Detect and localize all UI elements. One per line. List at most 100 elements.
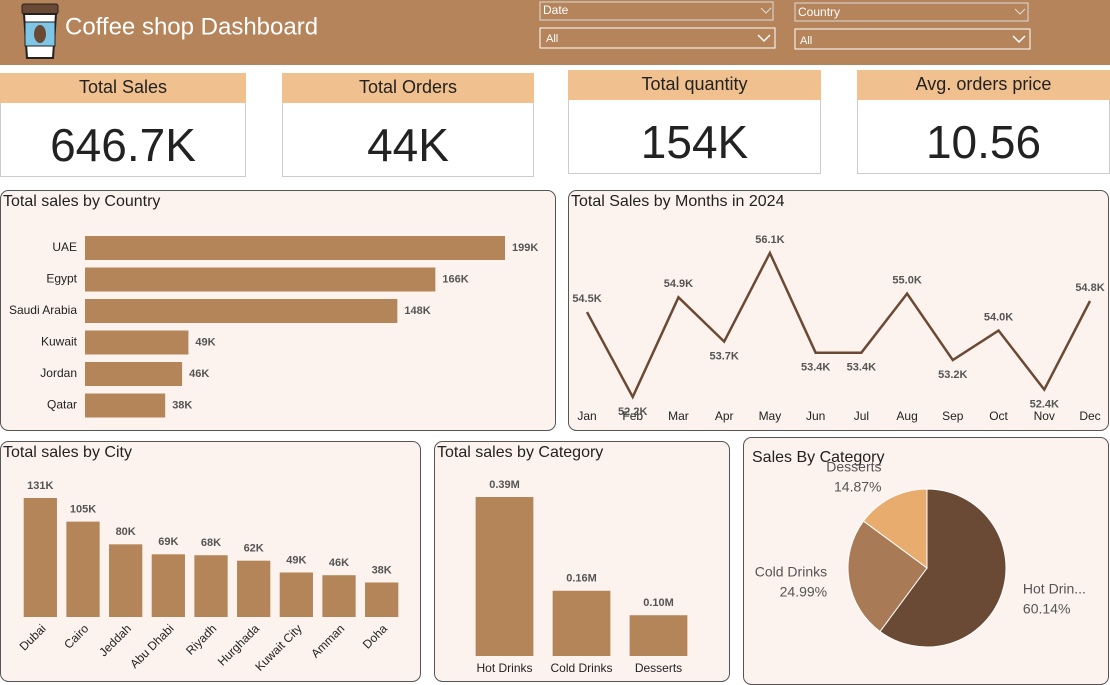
bar xyxy=(279,572,313,617)
bar xyxy=(237,560,271,617)
chart-title: Total Sales by Months in 2024 xyxy=(571,193,785,210)
value-label: 69K xyxy=(158,536,178,548)
filter-value: All xyxy=(546,33,558,45)
value-label: 49K xyxy=(195,336,215,348)
value-label: 0.39M xyxy=(489,479,520,491)
x-tick-label: Jun xyxy=(806,409,825,423)
chart-title: Total sales by Country xyxy=(3,193,160,210)
value-label: 131K xyxy=(27,480,53,492)
category-label: Hot Drinks xyxy=(476,661,532,675)
x-tick-label: Nov xyxy=(1034,409,1055,423)
value-label: 148K xyxy=(404,305,430,317)
bar xyxy=(85,330,189,355)
value-label: 53.2K xyxy=(938,369,967,381)
bar xyxy=(85,236,505,260)
value-label: 46K xyxy=(189,368,209,380)
date-filter[interactable]: Date All xyxy=(539,1,776,49)
kpi-value: 44K xyxy=(367,119,449,171)
filter-select[interactable] xyxy=(539,27,776,49)
category-label: Egypt xyxy=(46,272,77,286)
x-tick-label: Jul xyxy=(854,409,869,423)
pie-slice xyxy=(847,520,928,633)
kpi-label: Avg. orders price xyxy=(916,74,1052,94)
x-tick-label: Aug xyxy=(896,409,917,423)
slice-label: Desserts xyxy=(826,459,881,475)
chevron xyxy=(1012,35,1026,44)
value-label: 166K xyxy=(442,273,468,285)
bar xyxy=(85,299,398,323)
chevron xyxy=(757,34,771,43)
slice-value: 24.99% xyxy=(780,584,827,600)
chart-title: Sales By Category xyxy=(752,449,885,466)
bar xyxy=(109,544,143,617)
chevron xyxy=(1014,8,1026,15)
value-label: 0.10M xyxy=(643,597,674,609)
line xyxy=(585,250,1092,400)
pie-slice xyxy=(879,488,1007,648)
category-label: Kuwait xyxy=(41,335,78,349)
bar xyxy=(365,582,399,617)
value-label: 199K xyxy=(512,242,538,254)
kpi-header xyxy=(568,70,821,100)
country-filter[interactable]: Country All xyxy=(794,2,1031,50)
chart-title: Total sales by City xyxy=(3,444,132,461)
chart-panel xyxy=(568,190,1109,431)
bar xyxy=(85,393,166,418)
value-label: 55.0K xyxy=(892,275,921,287)
kpi-label: Total Sales xyxy=(79,77,167,97)
kpi-label: Total Orders xyxy=(359,77,457,97)
value-label: 53.4K xyxy=(801,362,830,374)
value-label: 54.8K xyxy=(1075,282,1104,294)
category-label: UAE xyxy=(52,240,77,254)
bar xyxy=(85,267,436,292)
x-tick-label: Sep xyxy=(942,409,964,423)
x-tick-label: May xyxy=(759,409,782,423)
x-tick-label: Oct xyxy=(989,409,1008,423)
filter-label-box xyxy=(794,2,1029,22)
chevron xyxy=(760,7,772,14)
value-label: 38K xyxy=(372,564,392,576)
filter-label: Country xyxy=(798,5,840,19)
kpi-value: 10.56 xyxy=(926,116,1041,168)
slice-value: 60.14% xyxy=(1023,600,1070,616)
bar xyxy=(629,615,688,656)
value-label: 56.1K xyxy=(755,234,784,246)
category-label: Qatar xyxy=(47,398,77,412)
bar xyxy=(194,555,228,617)
value-label: 52.4K xyxy=(1030,399,1059,411)
value-label: 54.5K xyxy=(572,293,601,305)
value-label: 54.9K xyxy=(664,278,693,290)
bar xyxy=(151,554,185,617)
pie-slice xyxy=(862,488,928,569)
value-label: 0.16M xyxy=(566,573,597,585)
slice-label: Cold Drinks xyxy=(755,564,827,580)
kpi-value: 154K xyxy=(641,116,749,168)
value-label: 52.2K xyxy=(618,406,647,418)
filter-select[interactable] xyxy=(794,28,1031,50)
category-label: Desserts xyxy=(635,661,682,675)
slice-label: Hot Drin... xyxy=(1023,580,1086,596)
x-tick-label: Mar xyxy=(668,409,689,423)
kpi-value: 646.7K xyxy=(50,119,196,171)
value-label: 38K xyxy=(172,399,192,411)
value-label: 62K xyxy=(244,543,264,555)
bar xyxy=(322,575,356,617)
bar xyxy=(23,498,57,617)
category-label: Jordan xyxy=(40,366,77,380)
value-label: 53.7K xyxy=(710,351,739,363)
filter-label: Date xyxy=(543,3,569,17)
value-label: 68K xyxy=(201,537,221,549)
bar xyxy=(85,362,183,386)
kpi-header xyxy=(282,73,534,103)
value-label: 49K xyxy=(286,554,306,566)
value-label: 105K xyxy=(70,504,96,516)
slice-value: 14.87% xyxy=(834,479,881,495)
kpi-header xyxy=(0,73,246,103)
filter-value: All xyxy=(800,35,812,47)
bar xyxy=(66,521,100,617)
kpi-label: Total quantity xyxy=(641,74,747,94)
value-label: 80K xyxy=(116,526,136,538)
cup-icon xyxy=(21,3,59,59)
